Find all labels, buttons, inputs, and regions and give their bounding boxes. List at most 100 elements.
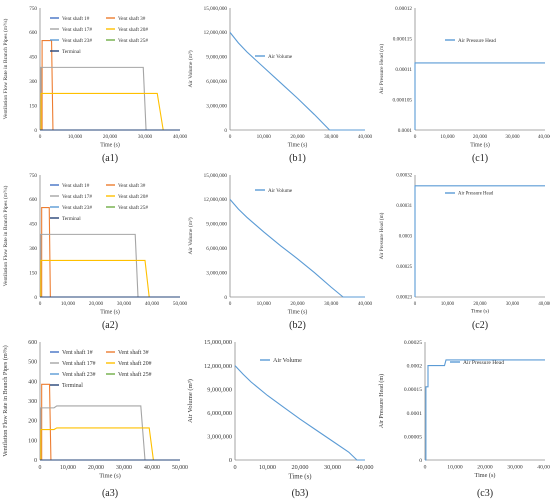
y-tick-label: 600 bbox=[28, 340, 37, 346]
y-tick-label: 3,000,000 bbox=[206, 270, 227, 276]
y-axis-title: Air Pressure Head (m) bbox=[378, 212, 385, 259]
x-tick-label: 0 bbox=[39, 465, 42, 471]
x-tick-label: 20,000 bbox=[103, 134, 118, 140]
chart-panel-a3: 0 10,000 20,000 30,000 40,000 50,000 0 100 200 30… bbox=[0, 334, 188, 500]
series-line-vent-shaft-3- bbox=[40, 383, 52, 461]
y-tick-label: 150 bbox=[29, 103, 37, 109]
legend-label: Air Pressure Head bbox=[458, 38, 496, 44]
chart-svg-b1: 0 10,000 20,000 30,000 40,000 0 3,000,000 6,000… bbox=[187, 6, 373, 149]
legend-label: Air Pressure Head bbox=[458, 192, 494, 197]
legend-label: Vent shaft 1# bbox=[62, 349, 93, 356]
series-line-vent-shaft-3- bbox=[40, 206, 51, 298]
y-tick-label: 15,000,000 bbox=[204, 173, 228, 179]
y-tick-label: 15,000,000 bbox=[204, 339, 232, 346]
y-axis-title: Ventilation Flow Rate in Branch Pipes (m… bbox=[2, 185, 9, 286]
chart-panel-a2: 0 10,000 20,000 30,000 40,000 50,000 0 150 300 45… bbox=[0, 167, 188, 332]
series-line-air-volume bbox=[229, 199, 365, 298]
x-tick-label: 40,000 bbox=[537, 465, 550, 471]
legend-label: Air Pressure Head bbox=[463, 360, 504, 366]
y-tick-label: 9,000,000 bbox=[206, 222, 227, 228]
x-tick-label: 40,000 bbox=[358, 301, 373, 307]
legend-label: Air Volume bbox=[268, 54, 293, 60]
y-tick-label: 500 bbox=[28, 360, 37, 366]
legend-label: Vent shaft 20# bbox=[118, 360, 152, 367]
chart-svg-a2: 0 10,000 20,000 30,000 40,000 50,000 0 150 300 45… bbox=[2, 173, 188, 316]
x-axis-title: Time (s) bbox=[100, 141, 120, 148]
x-tick-label: 40,000 bbox=[173, 134, 188, 140]
legend-label: Vent shaft 17# bbox=[62, 193, 92, 200]
y-tick-label: 0 bbox=[34, 458, 37, 464]
x-tick-label: 40,000 bbox=[538, 134, 550, 140]
y-tick-label: 0.00032 bbox=[396, 174, 412, 179]
x-tick-label: 20,000 bbox=[477, 465, 493, 471]
legend-label: Terminal bbox=[62, 383, 83, 389]
x-tick-label: 20,000 bbox=[290, 134, 305, 140]
legend-label: Vent shaft 1# bbox=[62, 182, 90, 189]
y-tick-label: 750 bbox=[29, 6, 37, 12]
y-tick-label: 0.00023 bbox=[396, 296, 412, 301]
x-tick-label: 10,000 bbox=[60, 465, 76, 471]
y-tick-label: 0.00031 bbox=[396, 204, 412, 209]
chart-svg-a1: 0 10,000 20,000 30,000 40,000 0 150 300 450 600 75… bbox=[2, 6, 188, 149]
y-tick-label: 0.0001 bbox=[407, 411, 423, 417]
y-tick-label: 300 bbox=[29, 246, 37, 252]
y-tick-label: 0 bbox=[419, 458, 422, 464]
y-tick-label: 6,000,000 bbox=[206, 79, 227, 85]
x-tick-label: 20,000 bbox=[88, 465, 104, 471]
chart-svg-c2: 0 10,000 20,000 30,000 40,000 0.00023 0.00025 0… bbox=[378, 174, 550, 315]
x-tick-label: 30,000 bbox=[506, 302, 520, 307]
y-tick-label: 0.0003 bbox=[399, 235, 413, 240]
x-tick-label: 40,000 bbox=[145, 301, 160, 307]
y-tick-label: 0.000115 bbox=[393, 36, 413, 42]
y-tick-label: 9,000,000 bbox=[206, 55, 227, 61]
y-tick-label: 600 bbox=[29, 197, 37, 203]
x-axis-title: Time (s) bbox=[100, 308, 120, 315]
panel-caption: (a2) bbox=[101, 320, 119, 331]
x-tick-label: 30,000 bbox=[138, 134, 153, 140]
y-tick-label: 300 bbox=[28, 399, 37, 405]
y-axis-title: Air Pressure Head (m) bbox=[378, 374, 385, 428]
y-tick-label: 0.00015 bbox=[404, 387, 422, 393]
x-tick-label: 30,000 bbox=[324, 134, 339, 140]
y-tick-label: 6,000,000 bbox=[206, 246, 227, 252]
chart-panel-b3: 0 10,000 20,000 30,000 40,000 0 3,000,000 6,000… bbox=[185, 334, 374, 500]
x-tick-label: 10,000 bbox=[257, 301, 272, 307]
chart-panel-b1: 0 10,000 20,000 30,000 40,000 0 3,000,000 6,000… bbox=[185, 0, 373, 165]
y-tick-label: 0 bbox=[34, 128, 37, 134]
y-tick-label: 0 bbox=[224, 128, 227, 134]
x-tick-label: 30,000 bbox=[116, 465, 132, 471]
x-tick-label: 30,000 bbox=[505, 134, 520, 140]
legend-label: Vent shaft 17# bbox=[62, 360, 96, 367]
legend-label: Vent shaft 3# bbox=[118, 349, 149, 356]
y-axis-title: Air Volume (m³) bbox=[187, 217, 194, 254]
x-tick-label: 50,000 bbox=[172, 465, 188, 471]
x-axis-title: Time (s) bbox=[288, 308, 308, 315]
chart-panel-c1: 0 10,000 20,000 30,000 40,000 0.0001 0.000105 0… bbox=[370, 0, 550, 165]
x-tick-label: 20,000 bbox=[473, 134, 488, 140]
series-line-air-pressure-head bbox=[414, 62, 545, 130]
y-tick-label: 0.00025 bbox=[396, 265, 412, 270]
legend-label: Vent shaft 20# bbox=[118, 26, 148, 33]
y-tick-label: 450 bbox=[29, 55, 37, 61]
panel-caption: (c3) bbox=[476, 488, 494, 499]
y-tick-label: 6,000,000 bbox=[207, 410, 232, 417]
y-tick-label: 200 bbox=[28, 419, 37, 425]
x-axis-title: Time (s) bbox=[99, 473, 121, 480]
legend-label: Vent shaft 23# bbox=[62, 204, 92, 211]
y-tick-label: 0 bbox=[229, 457, 232, 464]
panel-caption: (c2) bbox=[471, 320, 489, 331]
x-tick-label: 10,000 bbox=[441, 302, 455, 307]
legend-label: Vent shaft 3# bbox=[118, 15, 146, 22]
y-tick-label: 600 bbox=[29, 30, 37, 36]
y-tick-label: 3,000,000 bbox=[206, 103, 227, 109]
x-axis-title: Time (s) bbox=[475, 472, 496, 479]
legend-label: Vent shaft 25# bbox=[118, 204, 148, 211]
series-line-air-volume bbox=[234, 365, 365, 461]
chart-panel-c2: 0 10,000 20,000 30,000 40,000 0.00023 0.00025 0… bbox=[370, 167, 550, 332]
x-tick-label: 40,000 bbox=[358, 134, 373, 140]
x-tick-label: 10,000 bbox=[68, 134, 83, 140]
legend-label: Air Volume bbox=[273, 357, 302, 364]
panel-caption: (a1) bbox=[101, 153, 119, 164]
y-tick-label: 12,000,000 bbox=[204, 363, 232, 370]
chart-svg-b2: 0 10,000 20,000 30,000 40,000 0 3,000,000 6,000… bbox=[187, 173, 373, 316]
